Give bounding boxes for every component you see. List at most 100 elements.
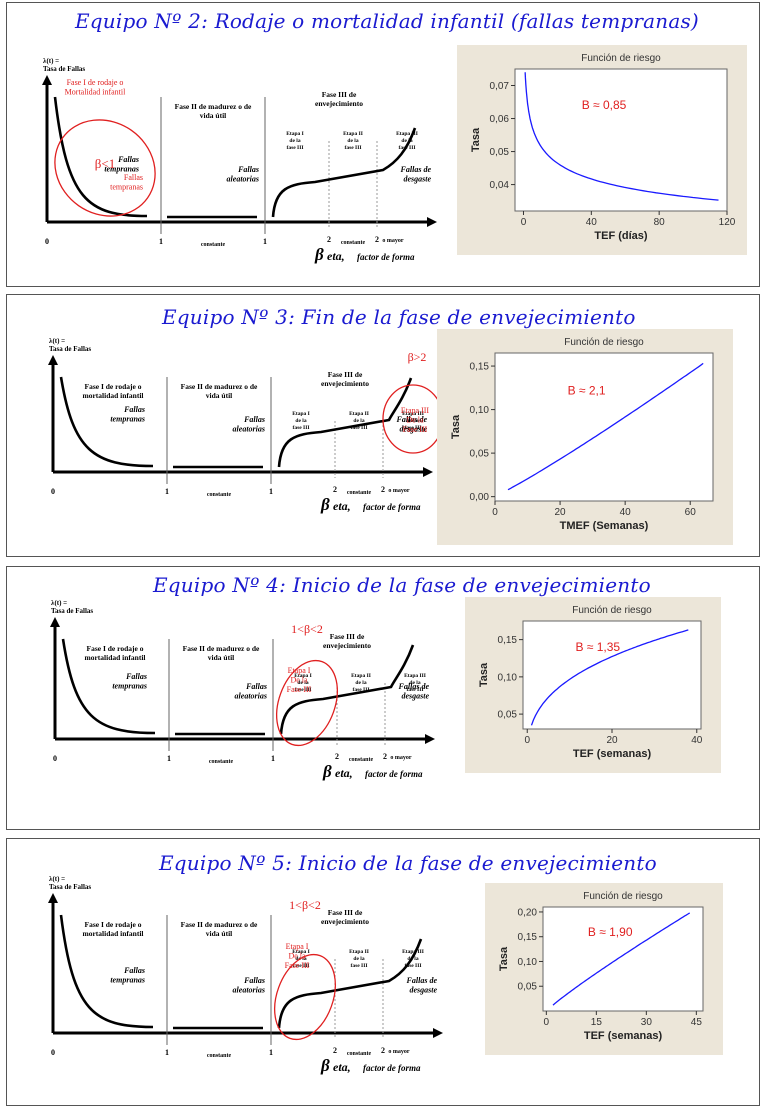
stage3-label: de la [401,138,412,144]
stage1-label: Etapa I [286,131,304,137]
y-axis-label: Tasa [470,127,482,152]
phase3-label: envejecimiento [315,99,363,108]
y-axis-label: Tasa [498,946,510,971]
phase1-curve [53,96,148,218]
y-axis-arrow [50,617,60,627]
phase1-label: Fase I de rodaje o [85,920,142,929]
chart-title: Función de riesgo [564,337,644,348]
phase1-label: Mortalidad infantil [65,88,126,97]
y-axis-label: Tasa de Fallas [49,883,91,891]
stage2-label: fase III [353,687,370,693]
phase2-label: Fase II de madurez o de [181,382,258,391]
highlight-ellipse [276,659,338,747]
beta-note: 1<β<2 [291,622,323,636]
y-tick-label: 0,05 [498,710,518,721]
early-failures-label: Fallas [123,405,145,414]
stage3-label: de la [407,418,418,424]
highlight-label: Fase III [287,685,312,694]
stage1-label: de la [295,956,306,962]
highlight-label: De la [406,416,424,425]
stage2-label: fase III [351,963,368,969]
wearout-failures-label: desgaste [399,425,427,434]
random-failures-label: aleatorias [227,175,259,184]
x-tick-label: 120 [719,217,736,228]
panel-title: Equipo Nº 2: Rodaje o mortalidad infanti… [75,9,699,33]
stage3-label: de la [409,680,420,686]
phase2-label: Fase II de madurez o de [183,644,260,653]
phase3-label: Fase III de [328,370,363,379]
tick-constante: constante [201,242,226,248]
x-axis-arrow [427,217,437,227]
early-failures-label: Fallas [117,155,139,164]
panel-title: Equipo Nº 4: Inicio de la fase de enveje… [153,573,651,597]
x-tick-label: 20 [606,735,618,746]
stage1-label: fase III [295,687,312,693]
chart-title: Función de riesgo [572,605,652,616]
stage2-label: Etapa II [349,411,369,417]
tick-2: 2 [335,752,339,761]
phase2-label: vida útil [208,653,234,662]
panel-equipo-3: Equipo Nº 3: Fin de la fase de envejecim… [6,294,760,557]
stage3-label: de la [407,956,418,962]
tick-constante: constante [347,1051,372,1057]
y-tick-label: 0,04 [490,180,510,191]
y-axis-arrow [42,75,52,85]
phase1-label: Fase I de rodaje o [87,644,144,653]
phase3-label: Fase III de [328,908,363,917]
tick-2: 2 [381,1046,385,1055]
stage3-label: Etapa III [402,949,424,955]
highlight-label: De la [288,952,306,961]
random-failures-label: aleatorias [235,692,267,701]
tick-1: 1 [165,487,169,496]
tick-o-mayor: o mayor [390,755,411,761]
tick-constante: constante [349,757,374,763]
y-tick-label: 0,15 [470,362,490,373]
phase3-label: envejecimiento [321,379,369,388]
hazard-chart: Función de riesgo 0 40 80 120 0,04 0,05 0,06 0,0… [470,53,736,242]
early-failures-label: tempranas [110,415,145,424]
x-axis-label-beta: β [320,495,330,514]
wearout-failures-label: Fallas de [396,415,428,424]
phase3-curve [279,644,415,735]
beta-note: 1<β<2 [289,898,321,912]
x-tick-label: 20 [555,507,567,518]
phase3-curve [271,127,417,218]
x-tick-label: 0 [544,1017,550,1028]
x-axis-label-factor: factor de forma [357,252,415,262]
y-axis-symbol: λ(t) = [49,337,65,345]
x-axis-arrow [423,467,433,477]
phase1-label: mortalidad infantil [82,929,143,938]
early-failures-label: Fallas [123,966,145,975]
y-tick-label: 0,05 [490,147,510,158]
y-tick-label: 0,07 [490,81,510,92]
tick-constante: constante [347,490,372,496]
hazard-curve [524,72,719,201]
x-tick-label: 40 [586,217,598,228]
stage2-label: de la [353,956,364,962]
stage3-label: fase III [399,145,416,151]
x-tick-label: 0 [524,735,530,746]
stage1-label: fase III [293,425,310,431]
tick-2: 2 [381,485,385,494]
phase3-label: envejecimiento [321,917,369,926]
tick-o-mayor: o mayor [388,1049,409,1055]
y-tick-label: 0,00 [470,492,490,503]
bathtub-diagram: λ(t) =Tasa de Fallas Fase I de rodaje omo… [50,599,435,781]
stage1-label: Etapa I [292,949,310,955]
y-tick-label: 0,15 [518,932,538,943]
hazard-curve [530,629,689,726]
tick-2: 2 [333,1046,337,1055]
panel-equipo-2: Equipo Nº 2: Rodaje o mortalidad infanti… [6,2,760,287]
stage3-label: Etapa III [404,673,426,679]
y-axis-symbol: λ(t) = [49,875,65,883]
tick-constante: constante [209,759,234,765]
stage2-label: de la [355,680,366,686]
highlight-label: De la [290,676,308,685]
tick-constante: constante [341,240,366,246]
phase1-label: Fase I de rodaje o [67,78,124,87]
random-failures-label: aleatorias [233,986,265,995]
y-tick-label: 0,10 [518,957,538,968]
phase2-label: vida útil [206,391,232,400]
tick-0: 0 [51,1048,55,1057]
stage1-label: de la [295,418,306,424]
